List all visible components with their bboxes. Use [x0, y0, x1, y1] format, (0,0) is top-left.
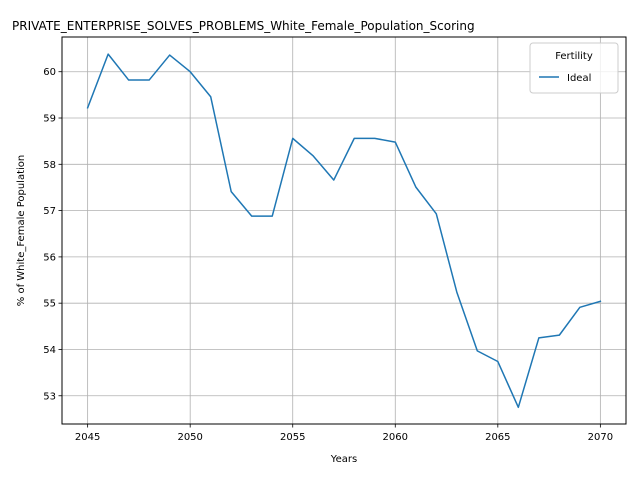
x-tick-label: 2050 — [177, 432, 202, 443]
legend: Fertility Ideal — [529, 42, 619, 94]
y-tick-label: 59 — [43, 114, 56, 125]
y-axis-label: % of White_Female Population — [16, 155, 27, 306]
series-layer — [86, 53, 602, 409]
legend-label-ideal: Ideal — [567, 73, 591, 84]
x-tick-label: 2060 — [383, 432, 408, 443]
y-axis: 53 54 55 56 57 58 59 60 — [43, 67, 62, 402]
grid-lines — [62, 37, 626, 424]
y-tick-label: 56 — [43, 252, 56, 263]
x-tick-label: 2055 — [280, 432, 305, 443]
legend-title: Fertility — [555, 51, 593, 62]
y-tick-label: 55 — [43, 299, 56, 310]
x-tick-label: 2045 — [75, 432, 100, 443]
x-axis: 2045 2050 2055 2060 2065 2070 — [75, 424, 613, 443]
x-tick-label: 2070 — [588, 432, 613, 443]
y-tick-label: 58 — [43, 160, 56, 171]
y-tick-label: 57 — [43, 206, 56, 217]
y-tick-label: 54 — [43, 345, 56, 356]
x-tick-label: 2065 — [485, 432, 510, 443]
y-tick-label: 60 — [43, 67, 56, 78]
y-tick-label: 53 — [43, 391, 56, 402]
x-axis-label: Years — [330, 454, 357, 465]
legend-box — [529, 42, 619, 94]
series-line-ideal — [86, 53, 602, 409]
plot-area-frame — [61, 36, 627, 425]
chart-title: PRIVATE_ENTERPRISE_SOLVES_PROBLEMS_White… — [12, 19, 475, 33]
